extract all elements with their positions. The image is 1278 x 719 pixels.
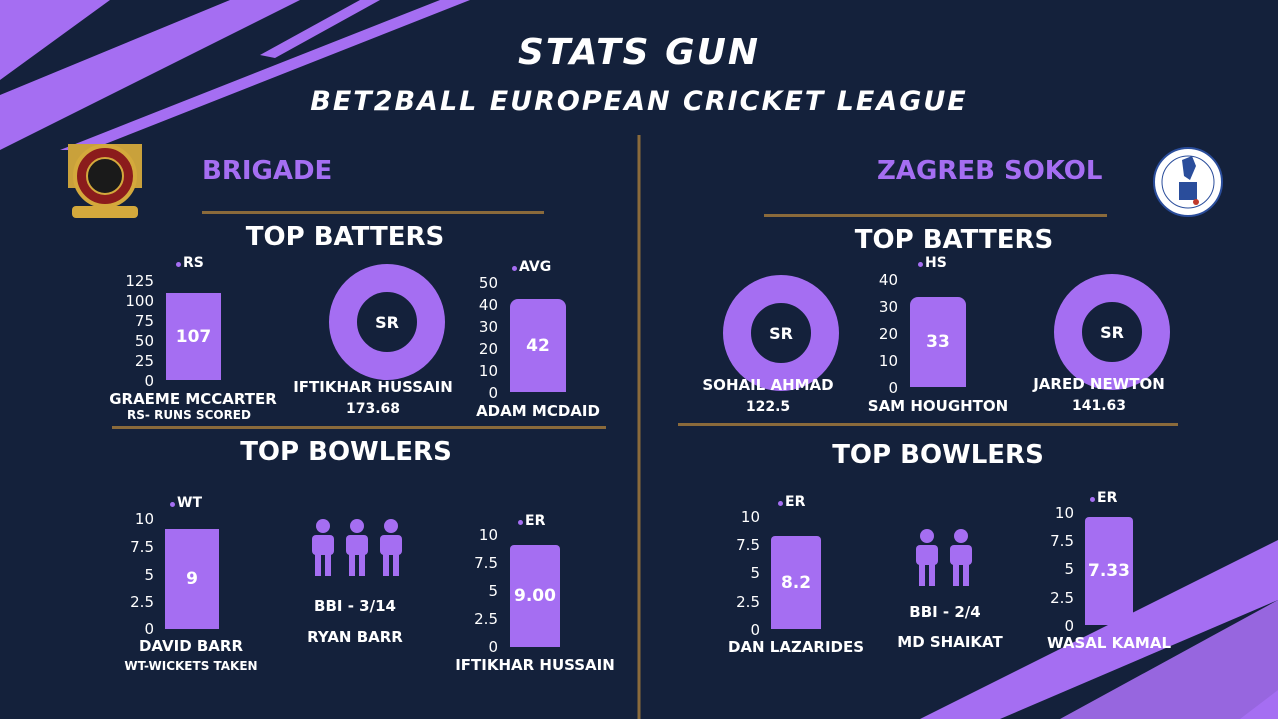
er-tick: 7.5 [474, 554, 498, 572]
left-divider-middle [112, 426, 606, 429]
right-batters-title: TOP BATTERS [854, 225, 1054, 255]
sr-value: 141.63 [1071, 398, 1127, 414]
er-tick: 0 [750, 621, 760, 639]
er-bar: 7.33 [1085, 517, 1133, 625]
er-legend: ER [525, 513, 546, 529]
legend-dot [176, 262, 181, 267]
er-tick: 2.5 [736, 593, 760, 611]
runs-bar: 107 [166, 293, 221, 380]
er-tick: 2.5 [1050, 589, 1074, 607]
runs-tick: 50 [134, 332, 154, 350]
legend-dot [518, 520, 523, 525]
avg-legend: AVG [519, 259, 552, 275]
runs-legend: RS [183, 255, 204, 271]
er-tick: 5 [488, 582, 498, 600]
bbi-text: BBI - 2/4 [909, 603, 981, 621]
zagreb-sokol-logo-icon [1153, 147, 1223, 217]
er-legend: ER [1097, 490, 1118, 506]
er-tick: 10 [740, 508, 760, 526]
avg-tick: 10 [478, 362, 498, 380]
sr-player-name: JARED NEWTON [1033, 375, 1165, 393]
er-tick: 5 [1064, 560, 1074, 578]
legend-dot [778, 501, 783, 506]
er-tick: 7.5 [736, 536, 760, 554]
wt-note: WT-WICKETS TAKEN [124, 659, 258, 673]
runs-tick: 75 [134, 312, 154, 330]
hs-legend: HS [925, 255, 947, 271]
avg-tick: 40 [478, 296, 498, 314]
left-batters-title: TOP BATTERS [245, 222, 445, 252]
left-bowlers-title: TOP BOWLERS [240, 437, 452, 467]
runs-tick: 0 [144, 372, 154, 390]
sr-value: 173.68 [345, 401, 401, 417]
er-tick: 5 [750, 564, 760, 582]
avg-tick: 50 [478, 274, 498, 292]
hs-player-name: SAM HOUGHTON [867, 397, 1009, 415]
wt-bar: 9 [165, 529, 219, 629]
sr-player-name: IFTIKHAR HUSSAIN [293, 378, 453, 396]
wt-tick: 5 [144, 566, 154, 584]
er-tick: 10 [478, 526, 498, 544]
runs-tick: 25 [134, 352, 154, 370]
hs-tick: 40 [878, 271, 898, 289]
right-team-name: ZAGREB SOKOL [877, 156, 1103, 186]
runs-player-name: GRAEME MCCARTER [109, 390, 277, 408]
sr-player-name: SOHAIL AHMAD [702, 376, 834, 394]
sr-donut: SR [329, 264, 445, 380]
wt-tick: 2.5 [130, 593, 154, 611]
legend-dot [1090, 497, 1095, 502]
er-tick: 10 [1054, 504, 1074, 522]
avg-tick: 30 [478, 318, 498, 336]
page-title: STATS GUN [517, 32, 761, 73]
legend-dot [512, 266, 517, 271]
er-bar: 8.2 [771, 536, 821, 629]
er-legend: ER [785, 494, 806, 510]
hs-tick: 10 [878, 352, 898, 370]
er-tick: 0 [1064, 617, 1074, 635]
er-tick: 0 [488, 638, 498, 656]
wt-legend: WT [177, 495, 202, 511]
right-divider-top [764, 214, 1107, 217]
wt-tick: 10 [134, 510, 154, 528]
er-bar: 9.00 [510, 545, 560, 647]
runs-tick: 100 [125, 292, 154, 310]
wt-tick: 0 [144, 620, 154, 638]
hs-tick: 0 [888, 379, 898, 397]
avg-bar: 42 [510, 299, 566, 392]
runs-tick: 125 [125, 272, 154, 290]
hs-tick: 30 [878, 298, 898, 316]
people-icon [312, 519, 402, 576]
right-divider-middle [678, 423, 1178, 426]
wt-player-name: DAVID BARR [138, 637, 244, 655]
sr-donut: SR [723, 275, 839, 391]
avg-tick: 20 [478, 340, 498, 358]
er-player-name: WASAL KAMAL [1047, 634, 1171, 652]
right-bowlers-title: TOP BOWLERS [832, 440, 1044, 470]
wt-tick: 7.5 [130, 538, 154, 556]
bbi-player-name: RYAN BARR [307, 628, 403, 646]
bbi-text: BBI - 3/14 [314, 597, 396, 615]
brigade-logo-icon [68, 144, 142, 218]
sr-value: 122.5 [745, 399, 791, 415]
er-player-name: IFTIKHAR HUSSAIN [455, 656, 615, 674]
people-icon [916, 529, 972, 586]
bbi-player-name: MD SHAIKAT [897, 633, 1003, 651]
avg-tick: 0 [488, 384, 498, 402]
hs-tick: 20 [878, 325, 898, 343]
hs-bar: 33 [910, 297, 966, 387]
er-player-name: DAN LAZARIDES [727, 638, 865, 656]
er-tick: 2.5 [474, 610, 498, 628]
left-team-name: BRIGADE [202, 156, 333, 186]
left-divider-top [202, 211, 544, 214]
runs-note: RS- RUNS SCORED [127, 408, 251, 422]
legend-dot [170, 502, 175, 507]
legend-dot [918, 262, 923, 267]
avg-player-name: ADAM MCDAID [476, 402, 600, 420]
page-subtitle: BET2BALL EUROPEAN CRICKET LEAGUE [310, 86, 968, 117]
sr-donut: SR [1054, 274, 1170, 390]
er-tick: 7.5 [1050, 532, 1074, 550]
